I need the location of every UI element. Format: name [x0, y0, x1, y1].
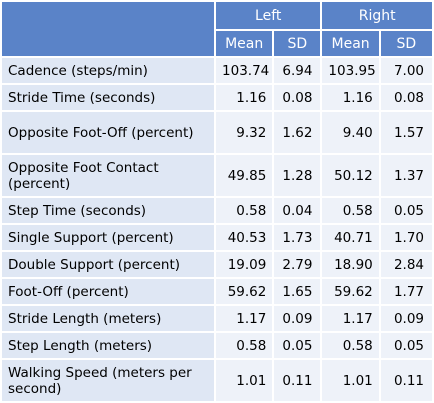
row-label: Stride Length (meters)	[2, 306, 215, 331]
row-label: Walking Speed (meters per second)	[2, 360, 215, 401]
left-sd-cell: 0.08	[274, 85, 321, 110]
right-sd-cell: 1.70	[380, 225, 432, 250]
right-mean-cell: 18.90	[322, 252, 379, 277]
header-left-mean: Mean	[216, 31, 273, 56]
right-sd-cell: 1.57	[380, 112, 432, 153]
table-row: Walking Speed (meters per second) 1.01 0…	[2, 360, 432, 401]
table-row: Single Support (percent) 40.53 1.73 40.7…	[2, 225, 432, 250]
left-mean-cell: 19.09	[216, 252, 273, 277]
table-row: Double Support (percent) 19.09 2.79 18.9…	[2, 252, 432, 277]
row-label: Single Support (percent)	[2, 225, 215, 250]
right-mean-cell: 1.16	[322, 85, 379, 110]
left-sd-cell: 0.05	[274, 333, 321, 358]
right-mean-cell: 1.01	[322, 360, 379, 401]
left-sd-cell: 1.73	[274, 225, 321, 250]
right-sd-cell: 7.00	[380, 58, 432, 83]
right-mean-cell: 50.12	[322, 155, 379, 196]
table-row: Opposite Foot-Off (percent) 9.32 1.62 9.…	[2, 112, 432, 153]
row-label: Opposite Foot Contact (percent)	[2, 155, 215, 196]
header-corner	[2, 2, 215, 56]
header-row-groups: Left Right	[2, 2, 432, 56]
right-mean-cell: 59.62	[322, 279, 379, 304]
left-mean-cell: 0.58	[216, 333, 273, 358]
table-row: Step Time (seconds) 0.58 0.04 0.58 0.05	[2, 198, 432, 223]
left-sd-cell: 0.11	[274, 360, 321, 401]
left-mean-cell: 103.74	[216, 58, 273, 83]
row-label: Step Time (seconds)	[2, 198, 215, 223]
header-row-stats: Mean SD Mean SD	[2, 31, 432, 56]
left-mean-cell: 0.58	[216, 198, 273, 223]
header-group-left: Left	[216, 2, 321, 29]
right-sd-cell: 0.05	[380, 198, 432, 223]
row-label: Opposite Foot-Off (percent)	[2, 112, 215, 153]
left-sd-cell: 1.28	[274, 155, 321, 196]
right-sd-cell: 0.11	[380, 360, 432, 401]
table-row: Step Length (meters) 0.58 0.05 0.58 0.05	[2, 333, 432, 358]
right-mean-cell: 9.40	[322, 112, 379, 153]
left-mean-cell: 9.32	[216, 112, 273, 153]
right-sd-cell: 0.08	[380, 85, 432, 110]
right-sd-cell: 2.84	[380, 252, 432, 277]
left-sd-cell: 0.09	[274, 306, 321, 331]
left-sd-cell: 6.94	[274, 58, 321, 83]
left-mean-cell: 1.01	[216, 360, 273, 401]
table-row: Foot-Off (percent) 59.62 1.65 59.62 1.77	[2, 279, 432, 304]
left-sd-cell: 0.04	[274, 198, 321, 223]
right-mean-cell: 0.58	[322, 333, 379, 358]
right-mean-cell: 103.95	[322, 58, 379, 83]
right-sd-cell: 0.09	[380, 306, 432, 331]
table-row: Cadence (steps/min) 103.74 6.94 103.95 7…	[2, 58, 432, 83]
row-label: Step Length (meters)	[2, 333, 215, 358]
right-mean-cell: 40.71	[322, 225, 379, 250]
left-mean-cell: 1.16	[216, 85, 273, 110]
right-sd-cell: 1.77	[380, 279, 432, 304]
right-sd-cell: 1.37	[380, 155, 432, 196]
row-label: Cadence (steps/min)	[2, 58, 215, 83]
right-mean-cell: 0.58	[322, 198, 379, 223]
left-sd-cell: 2.79	[274, 252, 321, 277]
header-right-mean: Mean	[322, 31, 379, 56]
header-group-right: Right	[322, 2, 432, 29]
right-mean-cell: 1.17	[322, 306, 379, 331]
row-label: Stride Time (seconds)	[2, 85, 215, 110]
left-mean-cell: 40.53	[216, 225, 273, 250]
left-sd-cell: 1.65	[274, 279, 321, 304]
row-label: Double Support (percent)	[2, 252, 215, 277]
table-row: Stride Time (seconds) 1.16 0.08 1.16 0.0…	[2, 85, 432, 110]
left-mean-cell: 1.17	[216, 306, 273, 331]
right-sd-cell: 0.05	[380, 333, 432, 358]
left-sd-cell: 1.62	[274, 112, 321, 153]
left-mean-cell: 59.62	[216, 279, 273, 304]
header-left-sd: SD	[274, 31, 321, 56]
header-right-sd: SD	[380, 31, 432, 56]
table-row: Stride Length (meters) 1.17 0.09 1.17 0.…	[2, 306, 432, 331]
table-row: Opposite Foot Contact (percent) 49.85 1.…	[2, 155, 432, 196]
row-label: Foot-Off (percent)	[2, 279, 215, 304]
left-mean-cell: 49.85	[216, 155, 273, 196]
